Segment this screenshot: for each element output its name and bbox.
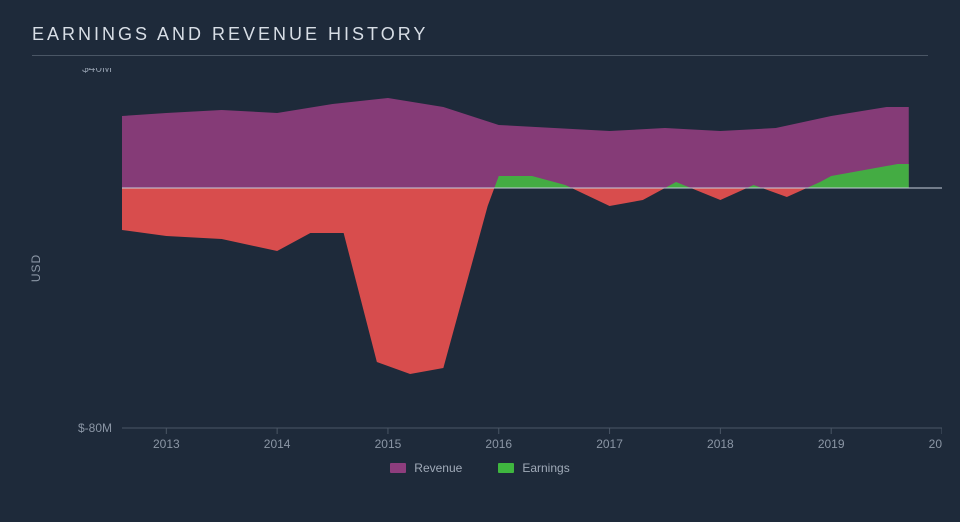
legend-item-earnings: Earnings (498, 461, 569, 475)
earnings-area (122, 188, 494, 374)
revenue-area (122, 98, 909, 188)
chart-title: EARNINGS AND REVENUE HISTORY (32, 24, 928, 56)
earnings-area (572, 188, 665, 206)
chart-area: USD $40M $-80M 2013 2014 2015 2016 2017 2018 201… (32, 68, 928, 468)
legend-item-revenue: Revenue (390, 461, 462, 475)
legend: Revenue Earnings (32, 461, 928, 475)
earnings-area (762, 188, 807, 197)
chart-svg: $40M $-80M 2013 2014 2015 2016 2017 2018 2019 202… (32, 68, 942, 448)
svg-text:2014: 2014 (264, 437, 291, 448)
legend-swatch-earnings (498, 463, 514, 473)
legend-swatch-revenue (390, 463, 406, 473)
svg-text:2017: 2017 (596, 437, 623, 448)
svg-text:2020: 2020 (929, 437, 942, 448)
svg-text:$-80M: $-80M (78, 421, 112, 435)
svg-text:$40M: $40M (82, 68, 112, 75)
svg-text:2016: 2016 (485, 437, 512, 448)
svg-text:2018: 2018 (707, 437, 734, 448)
svg-text:2015: 2015 (375, 437, 402, 448)
legend-label-earnings: Earnings (522, 461, 569, 475)
chart-container: EARNINGS AND REVENUE HISTORY USD $40M $-8… (0, 0, 960, 522)
legend-label-revenue: Revenue (414, 461, 462, 475)
svg-text:2019: 2019 (818, 437, 845, 448)
svg-text:2013: 2013 (153, 437, 180, 448)
earnings-area (691, 188, 747, 200)
y-axis-label: USD (29, 254, 43, 282)
